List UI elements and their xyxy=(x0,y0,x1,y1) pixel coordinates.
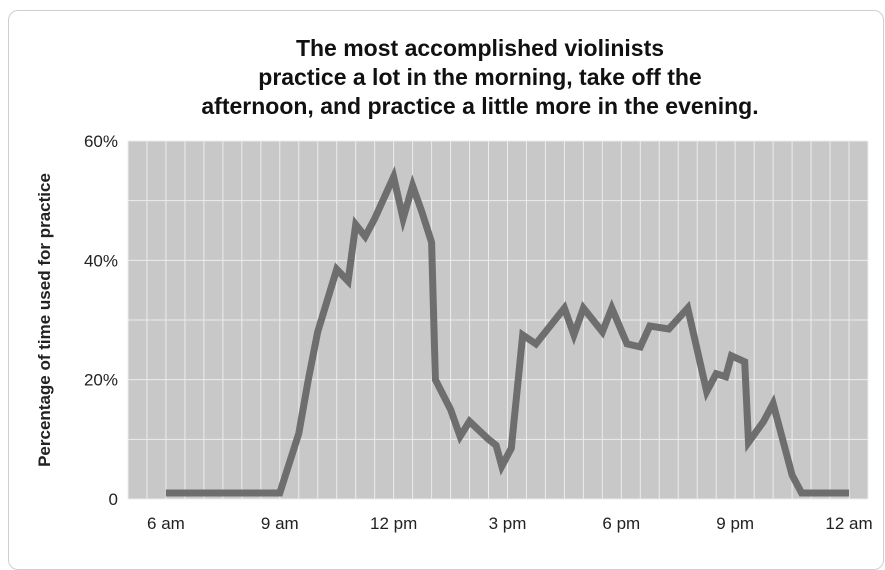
x-tick-label: 12 pm xyxy=(370,514,417,533)
x-tick-label: 12 am xyxy=(825,514,872,533)
x-tick-label: 9 am xyxy=(261,514,299,533)
series-layer xyxy=(165,165,849,497)
x-tick-label: 6 pm xyxy=(602,514,640,533)
y-tick-label: 0 xyxy=(109,490,118,509)
line-chart: 0 20% 40% 60% 6 am 9 am 12 pm 3 pm 6 pm 9 pm 12 a… xyxy=(84,132,873,533)
y-tick-label: 60% xyxy=(84,132,118,151)
x-axis-tick-labels: 6 am 9 am 12 pm 3 pm 6 pm 9 pm 12 am xyxy=(147,514,873,533)
chart-title: The most accomplished violinists practic… xyxy=(150,34,810,121)
x-tick-label: 9 pm xyxy=(716,514,754,533)
chart-title-line-2: practice a lot in the morning, take off … xyxy=(258,64,702,90)
x-tick-label: 6 am xyxy=(147,514,185,533)
series-line-0 xyxy=(165,165,849,497)
x-tick-label: 3 pm xyxy=(489,514,527,533)
y-tick-label: 40% xyxy=(84,251,118,270)
chart-title-line-3: afternoon, and practice a little more in… xyxy=(201,93,759,119)
chart-title-line-1: The most accomplished violinists xyxy=(295,35,665,61)
y-axis-tick-labels: 0 20% 40% 60% xyxy=(84,132,118,509)
y-tick-label: 20% xyxy=(84,371,118,390)
grid-lines xyxy=(127,140,869,500)
y-axis-label: Percentage of time used for practice xyxy=(35,173,54,467)
y-axis-label-container: Percentage of time used for practice xyxy=(30,140,60,500)
